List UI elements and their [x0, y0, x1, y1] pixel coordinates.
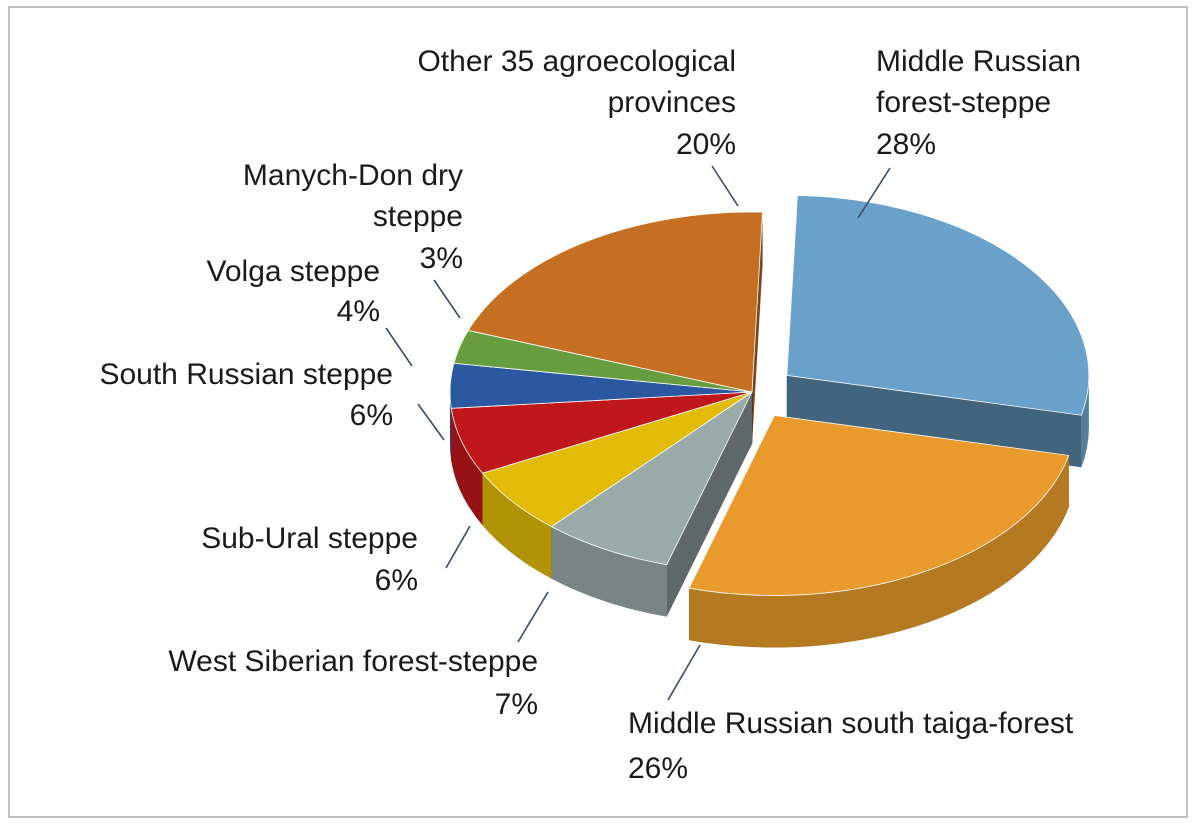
slice-label-middle-russian-south-taiga-forest: Middle Russian south taiga-forest — [628, 707, 1074, 740]
slice-value-manych-don-dry-steppe: 3% — [420, 242, 463, 275]
slice-label-south-russian-steppe: South Russian steppe — [99, 358, 393, 391]
slice-value-middle-russian-south-taiga-forest: 26% — [628, 752, 688, 785]
pie-slice-middle-russian-forest-steppe — [786, 195, 1090, 416]
slice-label-other-35-agroecological-provinces-line1: Other 35 agroecological — [417, 45, 736, 78]
pie-slice-other-35-agroecological-provinces — [467, 211, 763, 393]
slice-value-other-35-agroecological-provinces: 20% — [676, 128, 736, 161]
slice-label-sub-ural-steppe: Sub-Ural steppe — [201, 522, 418, 555]
pie-slice-west-siberian-forest-steppe — [550, 390, 754, 566]
leader-line-manych-don-dry-steppe — [433, 279, 461, 319]
slice-label-west-siberian-forest-steppe: West Siberian forest-steppe — [168, 645, 538, 678]
slice-value-south-russian-steppe: 6% — [350, 399, 393, 432]
slice-value-sub-ural-steppe: 6% — [375, 564, 418, 597]
leader-line-middle-russian-forest-steppe — [857, 167, 891, 219]
slice-label-manych-don-dry-steppe-line1: Manych-Don dry — [243, 159, 463, 192]
pie-slice-middle-russian-south-taiga-forest — [688, 415, 1070, 596]
slice-value-west-siberian-forest-steppe: 7% — [495, 688, 538, 721]
leader-line-south-russian-steppe — [417, 403, 445, 441]
slice-label-other-35-agroecological-provinces-line2: provinces — [608, 86, 736, 119]
slice-label-middle-russian-forest-steppe-line1: Middle Russian — [876, 45, 1081, 78]
slice-label-middle-russian-forest-steppe-line2: forest-steppe — [876, 86, 1051, 119]
data-labels: Middle Russian forest-steppe 28% Middle Rus… — [99, 45, 1081, 785]
leader-line-other-35-agroecological-provinces — [711, 165, 739, 207]
slice-label-volga-steppe: Volga steppe — [207, 255, 380, 288]
slice-value-volga-steppe: 4% — [337, 295, 380, 328]
slice-value-middle-russian-forest-steppe: 28% — [876, 128, 936, 161]
leader-line-sub-ural-steppe — [445, 525, 471, 569]
pie-tops — [449, 195, 1090, 596]
slice-label-manych-don-dry-steppe-line2: steppe — [373, 200, 463, 233]
leader-line-middle-russian-south-taiga-forest — [667, 644, 701, 701]
leader-line-volga-steppe — [385, 327, 413, 367]
leader-line-west-siberian-forest-steppe — [517, 591, 549, 643]
